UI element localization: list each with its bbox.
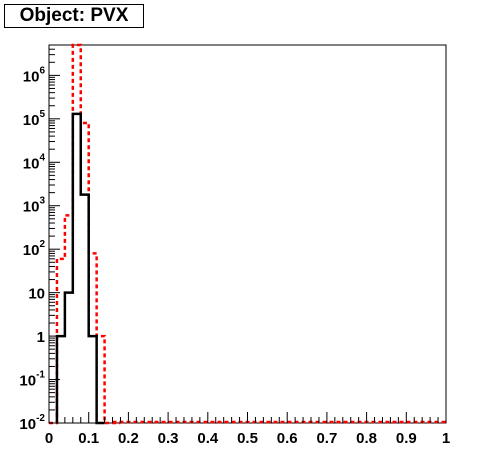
- x-tick-label: 0.6: [277, 430, 298, 447]
- y-tick-label: 104: [23, 152, 46, 172]
- y-tick-exponent: 2: [39, 239, 45, 250]
- x-tick-label: 0.7: [316, 430, 337, 447]
- y-tick-base: 10: [23, 199, 40, 216]
- x-tick-label: 0.1: [78, 430, 99, 447]
- x-tick-label: 1: [442, 430, 450, 447]
- series-black-solid: [55, 112, 105, 425]
- x-tick-label: 0.5: [237, 430, 258, 447]
- y-tick-label: 106: [23, 65, 46, 85]
- x-tick-label: 0.8: [356, 430, 377, 447]
- plot-frame: [48, 44, 447, 424]
- x-tick-label: 0.9: [396, 430, 417, 447]
- y-tick-label: 103: [23, 196, 46, 216]
- y-tick-label: 10-1: [19, 370, 45, 390]
- y-tick-label: 105: [23, 109, 46, 129]
- y-tick-base: 10: [28, 286, 45, 303]
- y-tick-base: 10: [19, 373, 36, 390]
- chart-title: Object: PVX: [4, 4, 144, 28]
- y-tick-exponent: -2: [36, 413, 45, 424]
- x-tick-label: 0: [45, 430, 53, 447]
- y-tick-base: 10: [23, 68, 40, 85]
- y-tick-exponent: 5: [39, 109, 45, 120]
- y-tick-exponent: -1: [36, 370, 45, 381]
- x-tick-label: 0.2: [118, 430, 139, 447]
- y-tick-exponent: 3: [39, 196, 45, 207]
- y-tick-exponent: 6: [39, 65, 45, 76]
- y-tick-base: 10: [23, 242, 40, 259]
- x-tick-label: 0.4: [197, 430, 219, 447]
- y-tick-label: 102: [23, 239, 46, 259]
- y-tick-base: 10: [23, 112, 40, 129]
- y-tick-label: 1: [37, 329, 45, 346]
- y-tick-base: 10: [19, 416, 36, 433]
- y-tick-exponent: 4: [39, 152, 45, 163]
- y-tick-label: 10-2: [19, 413, 45, 433]
- y-tick-label: 10: [28, 286, 45, 303]
- x-tick-label: 0.3: [158, 430, 179, 447]
- y-tick-base: 1: [37, 329, 45, 346]
- y-tick-base: 10: [23, 155, 40, 172]
- series-red-dashed: [49, 43, 121, 425]
